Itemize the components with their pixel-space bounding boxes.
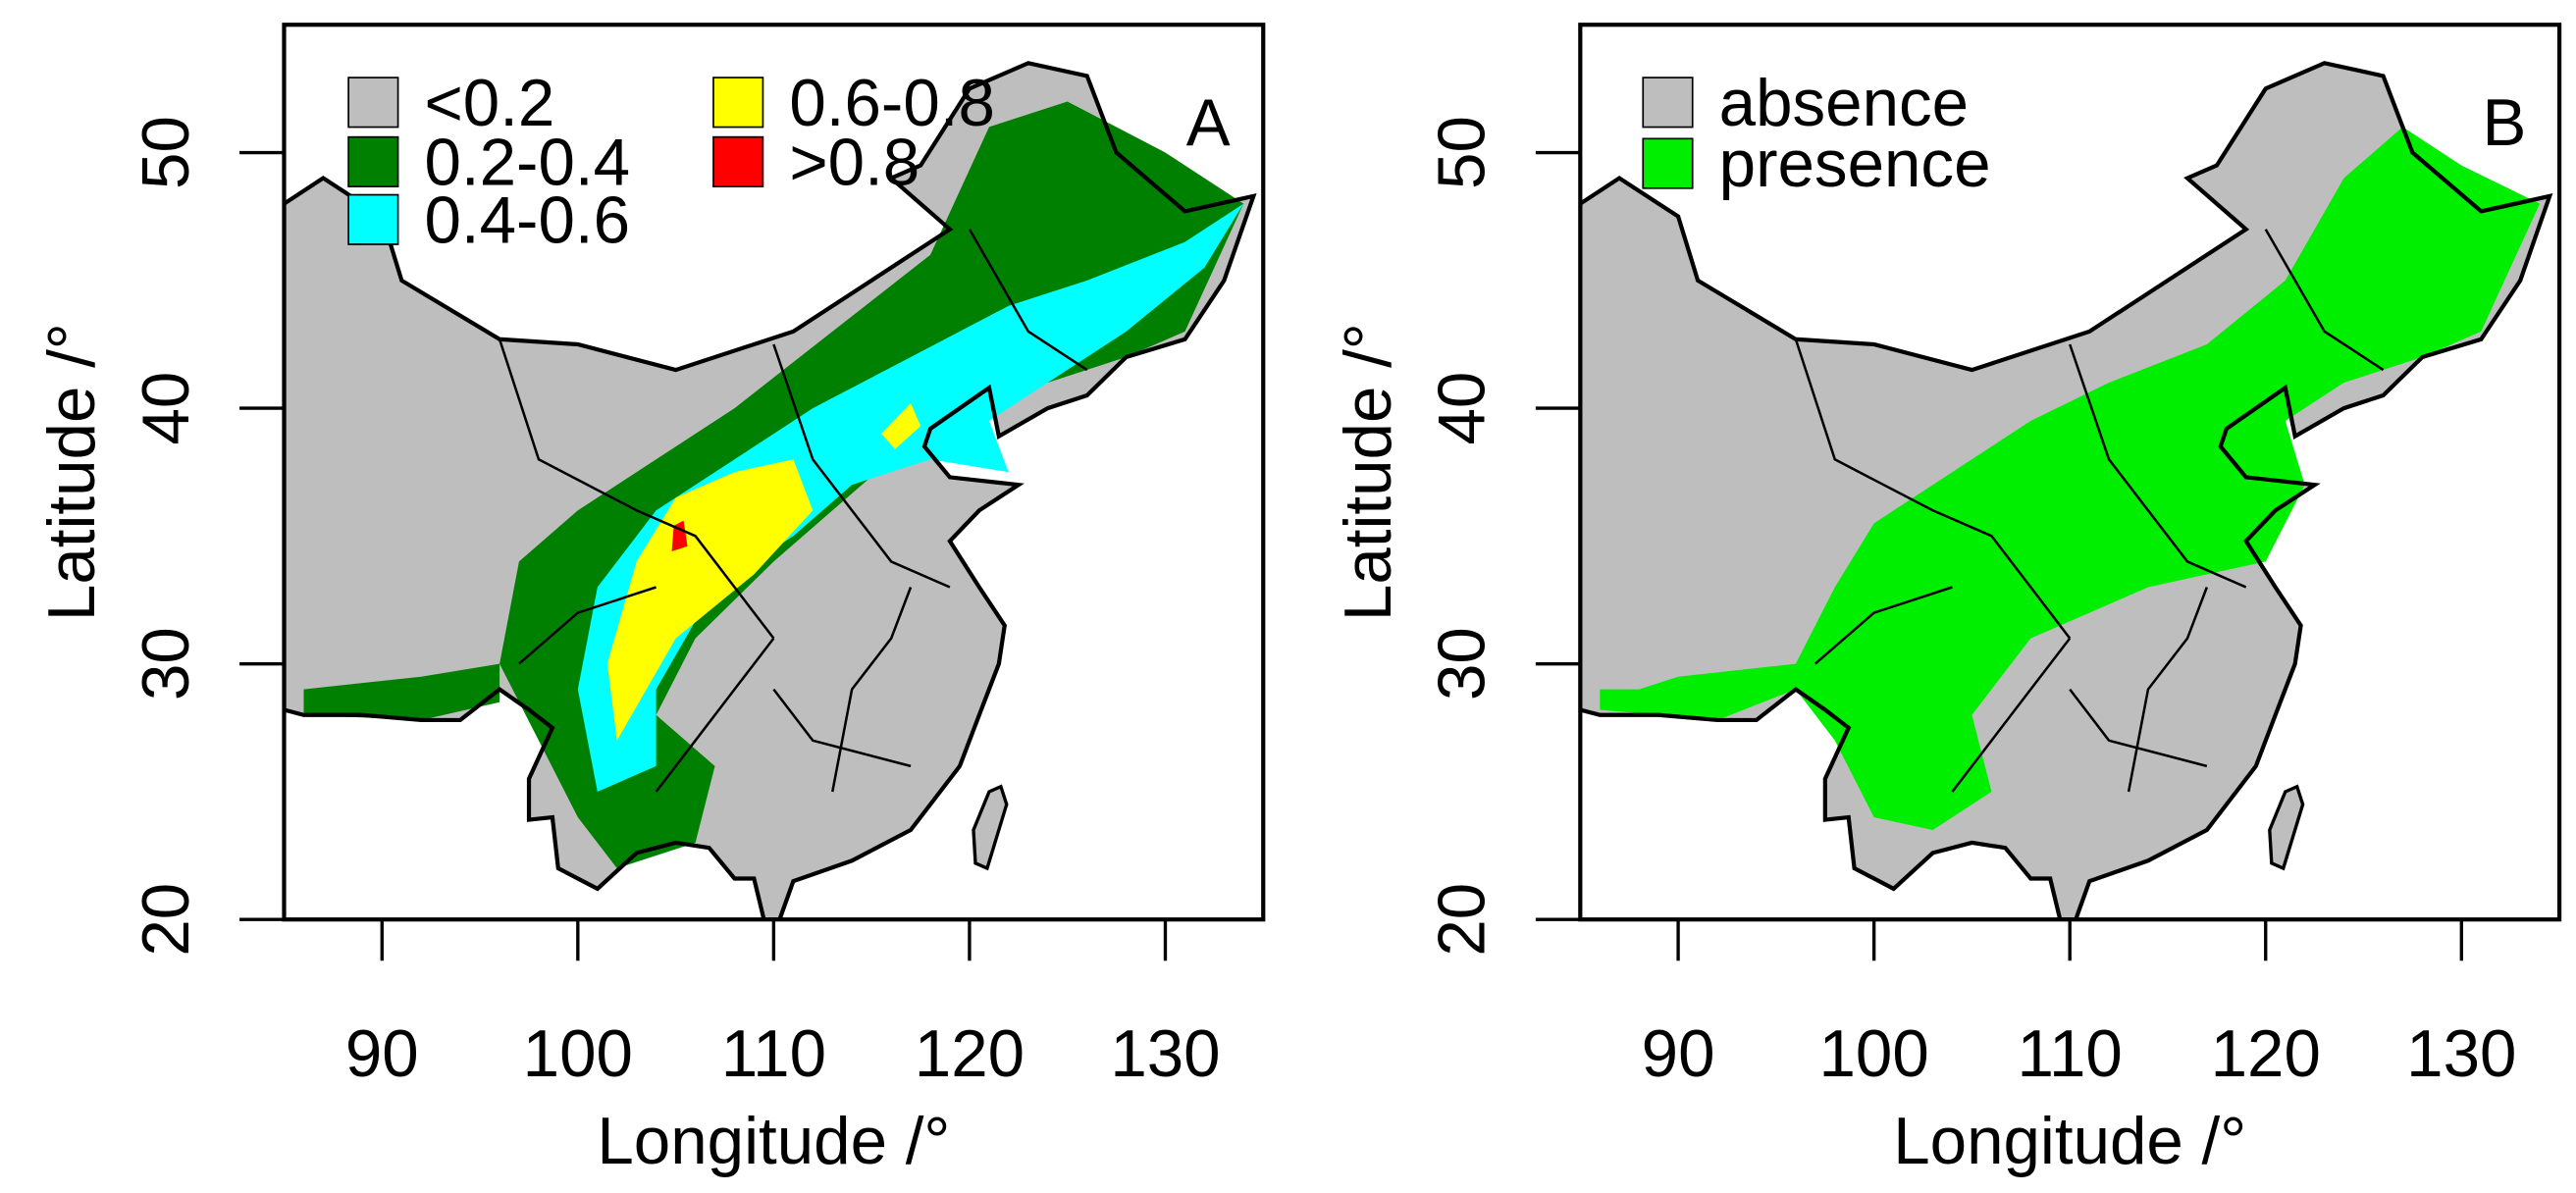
taiwan [972,784,1009,871]
x-tick-label: 100 [1818,1017,1928,1091]
legend-label: 0.4-0.6 [425,183,631,257]
legend-swatch [347,193,399,245]
legend-label: 0.2-0.4 [425,126,631,199]
panel-label: B [2483,86,2527,160]
province-border [1794,338,2072,640]
province-border [831,587,913,793]
suitability-regions [1580,61,2553,920]
y-tick-label: 20 [130,883,203,957]
region [606,459,814,741]
province-border [655,637,775,793]
y-axis-label: Latitude /° [1332,323,1405,621]
region [303,663,500,720]
y-tick-label: 40 [1426,372,1499,445]
province-border [518,586,657,665]
x-tick-label: 110 [2018,1017,2123,1091]
x-tick-label: 130 [2406,1017,2516,1091]
region [577,203,1244,792]
x-axis-label: Longitude /° [597,1105,950,1178]
y-tick-label: 40 [130,372,203,445]
taiwan [2268,784,2305,871]
map-panel: 90 100 110 120 130 20 30 40 50 Longitude /° Latitu… [35,23,1266,1178]
province-border [1814,586,1953,665]
panel-label: A [1186,86,1231,160]
province-border [968,229,1088,372]
x-tick-label: 120 [2211,1017,2321,1091]
legend-swatch [712,135,764,187]
province-border [772,688,912,768]
legend-label: >0.8 [789,126,920,199]
suitability-regions [284,61,1257,920]
province-border [2069,688,2208,768]
x-tick-label: 90 [345,1017,419,1091]
province-border [2069,343,2247,589]
legend-swatch [347,77,399,129]
legend-swatch [1642,137,1694,189]
x-tick-label: 90 [1642,1017,1715,1091]
map-panel: 90 100 110 120 130 20 30 40 50 Longitude /° Latitu… [1332,23,2562,1178]
province-border [498,338,775,640]
region [881,402,921,449]
legend-label: 0.6-0.8 [789,67,995,140]
china-outline [284,61,1257,920]
legend-label: presence [1719,128,1991,201]
legend-label: <0.2 [425,67,555,140]
province-border [772,343,951,589]
province-border [2127,587,2209,793]
y-tick-label: 30 [130,627,203,700]
china-outline [1580,61,2553,920]
legend-label: absence [1719,67,1969,140]
province-border [2264,229,2385,372]
y-tick-label: 20 [1426,883,1499,957]
y-tick-label: 50 [1426,116,1499,189]
x-tick-label: 130 [1110,1017,1220,1091]
x-tick-label: 100 [523,1017,633,1091]
x-tick-label: 120 [915,1017,1025,1091]
province-border [1951,637,2072,793]
y-tick-label: 30 [1426,627,1499,700]
x-axis-label: Longitude /° [1893,1105,2246,1178]
legend-swatch [347,135,399,187]
region [1600,127,2541,831]
x-tick-label: 110 [721,1017,826,1091]
legend-swatch [712,77,764,129]
y-tick-label: 50 [130,116,203,189]
y-axis-label: Latitude /° [35,323,109,621]
legend-swatch [1642,77,1694,129]
